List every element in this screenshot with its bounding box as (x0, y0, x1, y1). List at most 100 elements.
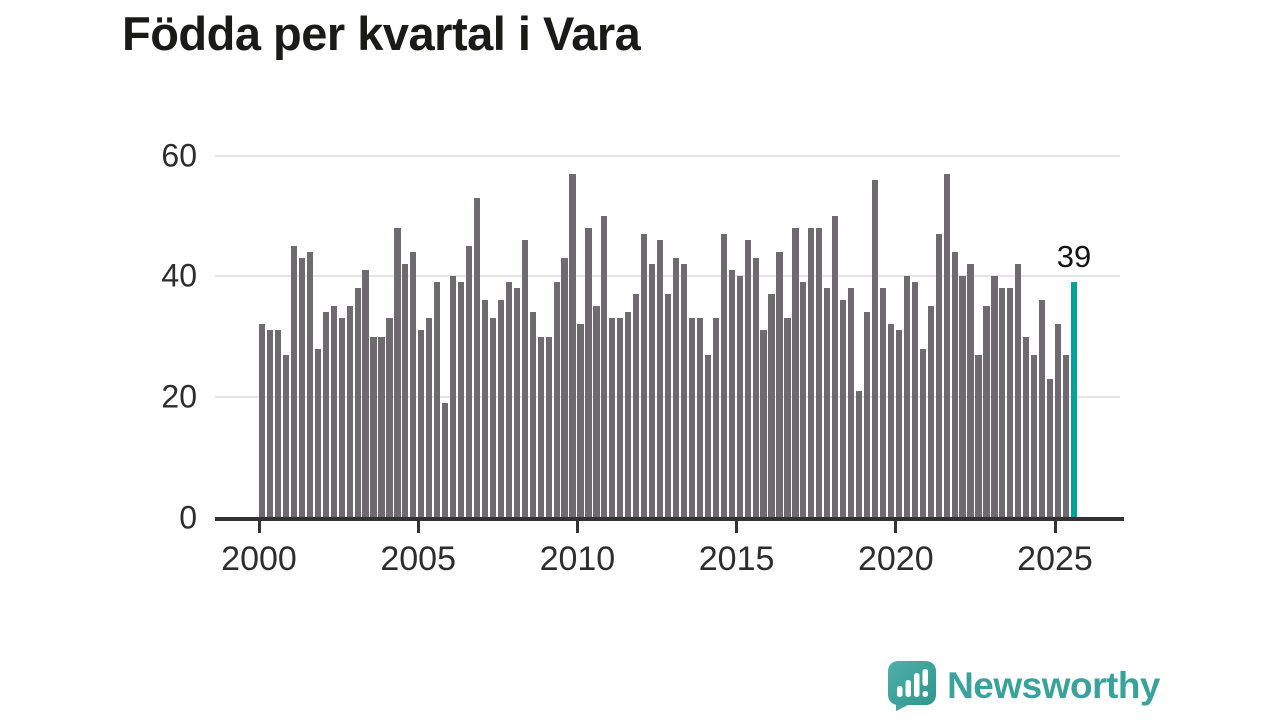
bar (792, 227, 799, 518)
bar (465, 246, 473, 518)
bar (505, 282, 512, 518)
bar (848, 288, 855, 518)
bar (879, 288, 887, 518)
bar (426, 318, 433, 518)
newsworthy-brand-name: Newsworthy (947, 665, 1160, 706)
bar (657, 239, 664, 518)
bar (991, 276, 998, 518)
bar (975, 354, 982, 518)
bar (840, 300, 847, 518)
bar (481, 300, 489, 518)
bar (1039, 300, 1046, 518)
x-axis-tick-2010 (575, 521, 579, 533)
x-axis-label-2020: 2020 (857, 540, 934, 578)
x-axis-tick-2015 (735, 521, 739, 533)
bar (664, 294, 672, 518)
x-axis-tick-2000 (257, 521, 261, 533)
bar (346, 306, 353, 518)
bar (951, 252, 958, 518)
bar (704, 354, 711, 518)
bar (1015, 264, 1022, 518)
bar (935, 233, 942, 518)
bar (768, 294, 775, 518)
bar (306, 252, 313, 518)
bar (856, 390, 863, 518)
bar (410, 252, 417, 518)
bar (760, 330, 767, 518)
bar (633, 294, 640, 518)
bar (330, 306, 337, 518)
bar (832, 215, 839, 518)
x-axis-label-2015: 2015 (698, 540, 775, 578)
x-axis-tick-2005 (416, 521, 420, 533)
x-axis-label-2010: 2010 (539, 540, 616, 578)
bar (712, 318, 719, 518)
newsworthy-logo-icon (887, 660, 937, 712)
bar (776, 252, 783, 518)
bar (895, 330, 902, 518)
bar (609, 318, 616, 518)
gridline-y-40 (215, 275, 1120, 278)
newsworthy-brand[interactable]: Newsworthy (887, 660, 1160, 712)
bar (585, 227, 592, 518)
bar (497, 300, 504, 518)
bar (1023, 336, 1030, 518)
y-axis-label-40: 40 (161, 257, 197, 294)
bar (1047, 378, 1054, 518)
bar (282, 354, 290, 518)
bar (728, 270, 735, 518)
bar (513, 288, 520, 518)
bar (672, 258, 680, 518)
bar (314, 348, 321, 518)
bar (903, 276, 910, 518)
bar (601, 215, 608, 518)
bar (489, 318, 497, 518)
bar (696, 318, 703, 518)
bar (521, 239, 528, 518)
bar (402, 264, 409, 518)
bar (800, 282, 807, 518)
bar (808, 227, 815, 518)
bar (394, 227, 401, 518)
highlight-bar (1070, 282, 1078, 518)
bar (298, 258, 305, 518)
bar (290, 246, 298, 518)
bar (752, 258, 759, 518)
bar (338, 318, 345, 518)
bar (784, 318, 791, 518)
bar (816, 227, 823, 518)
bar (720, 233, 727, 518)
bar (545, 336, 552, 518)
bar (569, 173, 576, 518)
y-axis-label-0: 0 (179, 499, 197, 535)
x-axis-label-2000: 2000 (221, 540, 297, 578)
bar (354, 288, 361, 518)
bar (259, 324, 266, 518)
bar (577, 324, 584, 518)
x-axis-tick-2025 (1053, 521, 1057, 533)
bar (967, 264, 974, 518)
bar (999, 288, 1006, 518)
bar (887, 324, 895, 518)
bar (322, 312, 329, 518)
bar (450, 276, 457, 518)
bar (529, 312, 536, 518)
bar (943, 173, 950, 518)
bar (266, 330, 274, 518)
bar (688, 318, 696, 518)
bar (863, 312, 871, 518)
bar (617, 318, 624, 518)
bar (1007, 288, 1014, 518)
x-axis-label-2025: 2025 (1017, 540, 1093, 578)
bar (983, 306, 990, 518)
bar (625, 312, 632, 518)
bar (458, 282, 465, 518)
bar (1031, 354, 1038, 518)
bar (1055, 324, 1062, 518)
y-axis-label-60: 60 (161, 137, 197, 174)
bar (434, 282, 441, 518)
bar (418, 330, 425, 518)
x-axis-line (215, 517, 1124, 521)
